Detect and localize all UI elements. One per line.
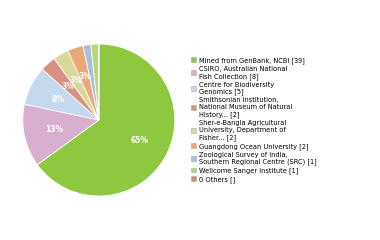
Legend: Mined from GenBank, NCBI [39], CSIRO, Australian National
Fish Collection [8], C: Mined from GenBank, NCBI [39], CSIRO, Au… (190, 56, 318, 184)
Wedge shape (23, 104, 99, 165)
Wedge shape (54, 51, 99, 120)
Text: 3%: 3% (78, 72, 91, 81)
Text: 8%: 8% (52, 95, 65, 104)
Text: 3%: 3% (70, 76, 82, 85)
Wedge shape (37, 44, 175, 196)
Wedge shape (83, 44, 99, 120)
Text: 13%: 13% (45, 125, 63, 134)
Wedge shape (91, 44, 99, 120)
Wedge shape (68, 46, 99, 120)
Wedge shape (24, 69, 99, 120)
Text: 65%: 65% (130, 136, 149, 145)
Text: 3%: 3% (62, 82, 75, 91)
Wedge shape (42, 59, 99, 120)
